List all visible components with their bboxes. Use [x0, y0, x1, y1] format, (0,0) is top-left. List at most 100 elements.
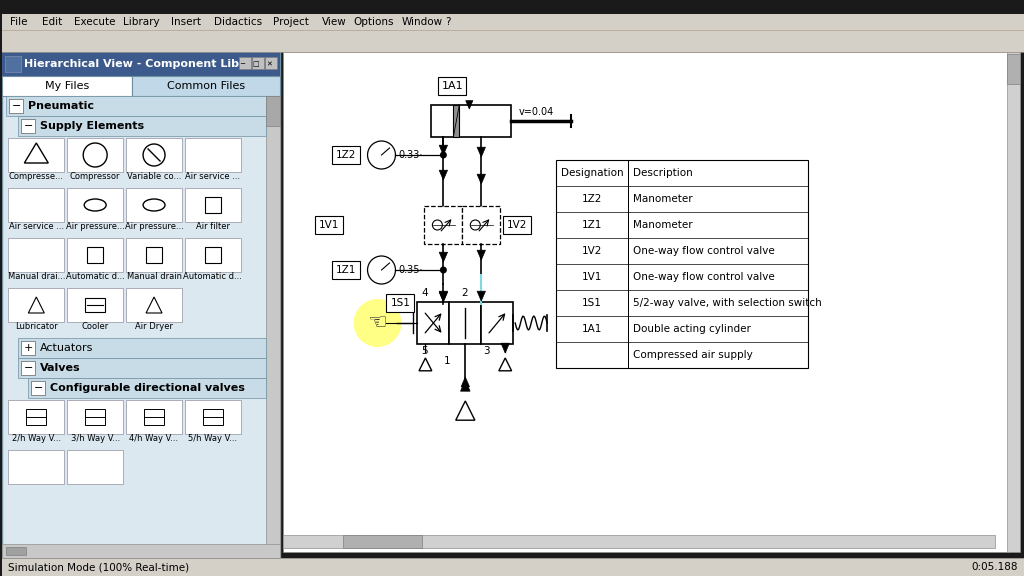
- FancyBboxPatch shape: [85, 409, 105, 425]
- Text: Common Files: Common Files: [167, 81, 245, 91]
- Polygon shape: [477, 174, 485, 184]
- Text: Air service ...: Air service ...: [9, 222, 63, 231]
- Text: 1Z2: 1Z2: [582, 194, 602, 204]
- Circle shape: [368, 141, 395, 169]
- FancyBboxPatch shape: [418, 302, 450, 344]
- FancyBboxPatch shape: [503, 216, 531, 234]
- FancyBboxPatch shape: [126, 400, 182, 434]
- Text: 5/h Way V...: 5/h Way V...: [188, 434, 238, 443]
- FancyBboxPatch shape: [431, 105, 511, 137]
- Text: Project: Project: [273, 17, 309, 27]
- Text: 1Z1: 1Z1: [336, 265, 355, 275]
- Text: Compressor: Compressor: [70, 172, 121, 181]
- Text: Air pressure...: Air pressure...: [125, 222, 183, 231]
- Text: Window: Window: [402, 17, 443, 27]
- Polygon shape: [439, 252, 447, 262]
- FancyBboxPatch shape: [2, 52, 280, 76]
- Text: File: File: [10, 17, 28, 27]
- FancyBboxPatch shape: [6, 547, 27, 555]
- FancyBboxPatch shape: [6, 96, 266, 116]
- Text: Air filter: Air filter: [196, 222, 230, 231]
- Circle shape: [470, 220, 480, 230]
- FancyBboxPatch shape: [29, 378, 266, 398]
- FancyBboxPatch shape: [18, 358, 266, 378]
- Polygon shape: [439, 291, 447, 301]
- Text: 1V1: 1V1: [318, 220, 339, 230]
- Text: Configurable directional valves: Configurable directional valves: [50, 383, 245, 393]
- Text: Automatic d...: Automatic d...: [66, 272, 125, 281]
- FancyBboxPatch shape: [27, 409, 46, 425]
- FancyBboxPatch shape: [203, 409, 223, 425]
- Polygon shape: [439, 145, 447, 155]
- Text: Manual drai...: Manual drai...: [7, 272, 66, 281]
- Text: 2/h Way V...: 2/h Way V...: [11, 434, 60, 443]
- FancyBboxPatch shape: [481, 302, 513, 344]
- FancyBboxPatch shape: [8, 288, 65, 322]
- FancyBboxPatch shape: [68, 188, 123, 222]
- Text: 4/h Way V...: 4/h Way V...: [129, 434, 178, 443]
- FancyBboxPatch shape: [68, 400, 123, 434]
- Text: Manual drain: Manual drain: [127, 272, 181, 281]
- FancyBboxPatch shape: [424, 206, 462, 244]
- Polygon shape: [439, 170, 447, 180]
- FancyBboxPatch shape: [126, 238, 182, 272]
- FancyBboxPatch shape: [8, 450, 65, 484]
- FancyBboxPatch shape: [283, 535, 995, 548]
- Polygon shape: [461, 377, 469, 387]
- FancyBboxPatch shape: [126, 288, 182, 322]
- FancyBboxPatch shape: [68, 450, 123, 484]
- FancyBboxPatch shape: [1007, 52, 1020, 552]
- Text: Compresse...: Compresse...: [9, 172, 63, 181]
- Text: −: −: [11, 101, 22, 111]
- FancyBboxPatch shape: [22, 361, 35, 375]
- Text: Cooler: Cooler: [82, 322, 109, 331]
- Polygon shape: [439, 292, 447, 302]
- Text: Simulation Mode (100% Real-time): Simulation Mode (100% Real-time): [8, 562, 189, 572]
- Polygon shape: [456, 401, 475, 420]
- Text: Supply Elements: Supply Elements: [40, 121, 144, 131]
- FancyBboxPatch shape: [185, 138, 241, 172]
- FancyBboxPatch shape: [126, 188, 182, 222]
- Text: 5/2-way valve, with selection switch: 5/2-way valve, with selection switch: [633, 298, 821, 308]
- FancyBboxPatch shape: [556, 160, 808, 368]
- Polygon shape: [501, 343, 509, 353]
- Text: ─: ─: [240, 61, 244, 67]
- Polygon shape: [477, 250, 485, 260]
- Text: Air service ...: Air service ...: [185, 172, 241, 181]
- FancyBboxPatch shape: [332, 261, 359, 279]
- Text: Designation: Designation: [561, 168, 624, 178]
- Text: ☜: ☜: [368, 313, 387, 333]
- Text: Didactics: Didactics: [214, 17, 262, 27]
- Text: −: −: [34, 383, 43, 393]
- FancyBboxPatch shape: [68, 288, 123, 322]
- Text: 1V2: 1V2: [582, 246, 602, 256]
- Circle shape: [440, 267, 446, 274]
- FancyBboxPatch shape: [68, 138, 123, 172]
- Text: My Files: My Files: [45, 81, 89, 91]
- Polygon shape: [419, 358, 432, 371]
- FancyBboxPatch shape: [22, 341, 35, 355]
- FancyBboxPatch shape: [332, 146, 359, 164]
- Text: 1: 1: [444, 356, 451, 366]
- Text: Actuators: Actuators: [40, 343, 93, 353]
- Text: 0.35·: 0.35·: [398, 265, 423, 275]
- FancyBboxPatch shape: [2, 52, 280, 558]
- Text: ?: ?: [444, 17, 451, 27]
- FancyBboxPatch shape: [68, 238, 123, 272]
- Text: Library: Library: [123, 17, 160, 27]
- Circle shape: [368, 256, 395, 284]
- Text: 1Z1: 1Z1: [582, 220, 602, 230]
- FancyBboxPatch shape: [2, 30, 1024, 52]
- FancyBboxPatch shape: [2, 544, 280, 558]
- FancyBboxPatch shape: [9, 99, 24, 113]
- Circle shape: [432, 220, 442, 230]
- FancyBboxPatch shape: [185, 238, 241, 272]
- FancyBboxPatch shape: [266, 96, 280, 558]
- Text: +: +: [24, 343, 33, 353]
- FancyBboxPatch shape: [8, 188, 65, 222]
- FancyBboxPatch shape: [343, 535, 423, 548]
- Text: 0.33·: 0.33·: [398, 150, 423, 160]
- FancyBboxPatch shape: [454, 105, 460, 137]
- FancyBboxPatch shape: [22, 119, 35, 133]
- Text: −: −: [24, 363, 33, 373]
